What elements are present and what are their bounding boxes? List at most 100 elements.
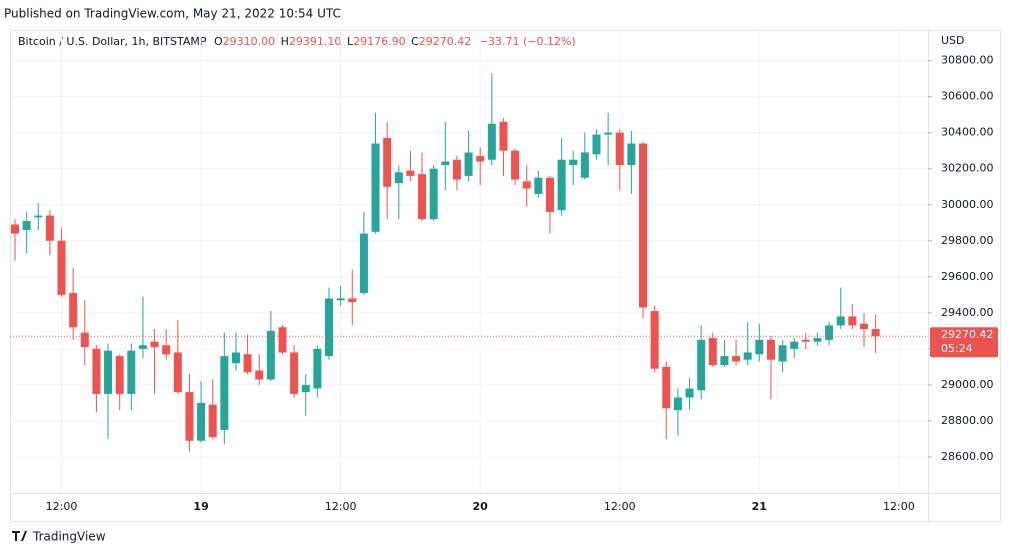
- candle-body: [604, 132, 613, 135]
- candle-body: [662, 366, 671, 409]
- chart-frame: [10, 30, 1001, 522]
- candle-body: [104, 350, 113, 394]
- candle-body: [732, 356, 741, 362]
- x-tick-label: 19: [193, 500, 208, 513]
- candle-body: [685, 388, 694, 398]
- high-label: H: [281, 35, 289, 48]
- candle-body: [11, 224, 19, 234]
- candle-body: [673, 397, 682, 411]
- low-label: L: [347, 35, 354, 48]
- candle-body: [301, 384, 310, 393]
- candle-body: [487, 123, 496, 160]
- candle-body: [45, 215, 54, 241]
- x-tick-label: 20: [473, 500, 489, 513]
- candle-body: [127, 350, 136, 394]
- candle-body: [243, 354, 252, 373]
- candle-body: [836, 316, 845, 326]
- candle-body: [569, 159, 578, 166]
- candles: [11, 73, 880, 452]
- candle-body: [429, 168, 438, 220]
- y-tick-label: 30400.00: [941, 126, 994, 139]
- candle-body: [580, 152, 589, 178]
- candle-body: [336, 298, 345, 301]
- change-value: −33.71 (−0.12%): [479, 35, 576, 48]
- candle-body: [22, 220, 31, 230]
- candle-body: [231, 352, 240, 364]
- candle-body: [371, 143, 380, 232]
- x-tick-label: 12:00: [46, 500, 78, 513]
- candle-body: [615, 132, 624, 166]
- candle-body: [138, 345, 147, 349]
- candle-body: [383, 138, 392, 187]
- candle-body: [464, 152, 473, 176]
- candle-body: [790, 341, 799, 349]
- candle-body: [418, 174, 427, 220]
- candle-body: [813, 338, 822, 342]
- logo-icon: [12, 531, 27, 541]
- x-tick-label: 21: [752, 500, 767, 513]
- candle-body: [650, 311, 659, 369]
- price-tag-label: 29270.42: [941, 328, 994, 341]
- candle-body: [34, 215, 43, 218]
- candle-body: [848, 316, 857, 326]
- candle-body: [266, 330, 275, 380]
- candle-body: [766, 339, 775, 360]
- candle-body: [639, 143, 648, 308]
- candle-body: [150, 341, 159, 348]
- candle-body: [511, 150, 520, 180]
- candle-body: [197, 402, 206, 441]
- y-tick-label: 29000.00: [941, 378, 994, 391]
- candle-body: [871, 329, 880, 337]
- candle-body: [290, 352, 299, 394]
- y-tick-label: 28800.00: [941, 414, 994, 427]
- candle-body: [743, 352, 752, 360]
- grid: [10, 30, 932, 493]
- candle-body: [755, 339, 764, 355]
- candle-body: [499, 121, 508, 151]
- brand-logo: TradingView: [12, 530, 106, 544]
- candle-body: [825, 325, 834, 340]
- published-note: Published on TradingView.com, May 21, 20…: [4, 7, 341, 21]
- y-tick-label: 29400.00: [941, 306, 994, 319]
- close-value: 29270.42: [419, 35, 472, 48]
- candle-body: [557, 159, 566, 211]
- candle-body: [115, 356, 124, 394]
- candle-body: [348, 298, 357, 303]
- candle-body: [173, 352, 182, 393]
- candle-body: [359, 233, 368, 294]
- candle-body: [627, 143, 636, 166]
- candle-body: [522, 181, 531, 189]
- header: Bitcoin / U.S. Dollar, 1h, BITSTAMP O293…: [18, 35, 576, 48]
- candle-body: [534, 177, 543, 194]
- candle-body: [778, 345, 787, 362]
- open-label: O: [214, 35, 223, 48]
- x-tick-label: 12:00: [604, 500, 636, 513]
- y-tick-label: 30200.00: [941, 162, 994, 175]
- y-tick-label: 30000.00: [941, 198, 994, 211]
- y-tick-label: 30600.00: [941, 90, 994, 103]
- candle-body: [859, 323, 868, 330]
- candle-body: [255, 370, 264, 380]
- candle-body: [92, 348, 101, 394]
- candle-body: [441, 161, 450, 166]
- candle-body: [452, 159, 461, 180]
- candle-body: [162, 345, 171, 355]
- candle-body: [720, 356, 729, 366]
- candle-body: [697, 339, 706, 391]
- candle-body: [708, 338, 717, 366]
- candle-body: [545, 177, 554, 212]
- candle-body: [69, 293, 78, 328]
- x-tick-label: 12:00: [883, 500, 915, 513]
- candle-body: [592, 134, 601, 155]
- candle-body: [185, 392, 194, 441]
- currency-label: USD: [941, 34, 965, 47]
- candle-body: [208, 404, 217, 438]
- candle-body: [80, 332, 89, 348]
- candle-body: [57, 240, 66, 295]
- y-tick-label: 29600.00: [941, 270, 994, 283]
- open-value: 29310.00: [223, 35, 276, 48]
- y-tick-label: 30800.00: [941, 54, 994, 67]
- symbol-title: Bitcoin / U.S. Dollar, 1h, BITSTAMP: [18, 35, 207, 48]
